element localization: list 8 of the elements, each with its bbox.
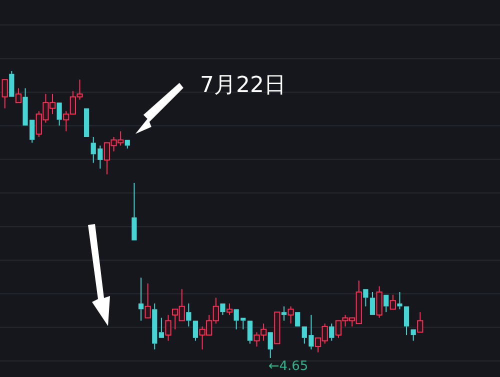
candlestick <box>152 302 158 350</box>
candlestick <box>397 291 402 310</box>
text: ←4.65 <box>268 359 308 374</box>
candlestick <box>281 306 287 322</box>
annotation: 7月22日 <box>200 73 286 98</box>
candlestick <box>186 302 192 327</box>
candlestick <box>138 277 144 322</box>
candlestick <box>329 323 334 342</box>
